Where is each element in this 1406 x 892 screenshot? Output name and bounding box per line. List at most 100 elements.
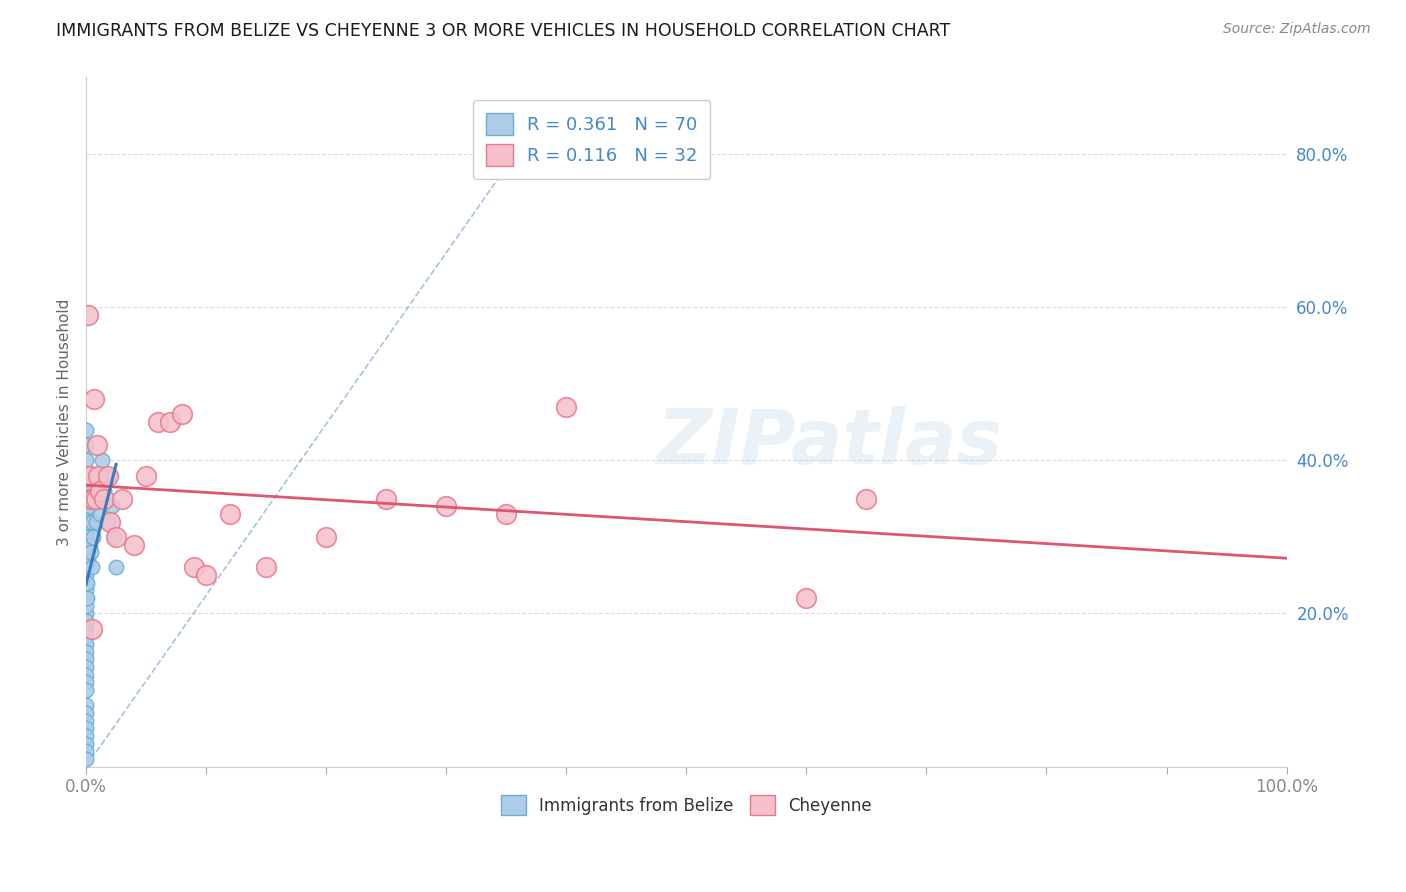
Point — [75, 583, 97, 598]
Point — [75, 660, 97, 674]
Point — [555, 400, 578, 414]
Point — [75, 453, 97, 467]
Point — [76, 575, 98, 590]
Point — [796, 591, 818, 606]
Point — [75, 500, 97, 514]
Point — [75, 423, 97, 437]
Text: IMMIGRANTS FROM BELIZE VS CHEYENNE 3 OR MORE VEHICLES IN HOUSEHOLD CORRELATION C: IMMIGRANTS FROM BELIZE VS CHEYENNE 3 OR … — [56, 22, 950, 40]
Point — [77, 308, 100, 322]
Point — [76, 591, 98, 606]
Point — [219, 507, 242, 521]
Point — [76, 560, 98, 574]
Point — [75, 729, 97, 743]
Point — [135, 468, 157, 483]
Point — [111, 491, 134, 506]
Point — [75, 752, 97, 766]
Point — [315, 530, 337, 544]
Point — [75, 629, 97, 643]
Point — [75, 483, 97, 498]
Point — [105, 530, 128, 544]
Point — [82, 530, 104, 544]
Point — [75, 438, 97, 452]
Point — [195, 568, 218, 582]
Point — [86, 438, 108, 452]
Point — [75, 599, 97, 613]
Point — [98, 515, 121, 529]
Point — [75, 721, 97, 735]
Point — [105, 560, 128, 574]
Point — [75, 607, 97, 621]
Point — [855, 491, 877, 506]
Y-axis label: 3 or more Vehicles in Household: 3 or more Vehicles in Household — [58, 298, 72, 546]
Point — [75, 637, 97, 651]
Point — [84, 515, 107, 529]
Point — [87, 468, 110, 483]
Point — [97, 468, 120, 483]
Point — [80, 491, 103, 506]
Point — [103, 530, 125, 544]
Point — [75, 560, 97, 574]
Point — [90, 453, 112, 467]
Point — [76, 491, 98, 506]
Point — [80, 622, 103, 636]
Point — [87, 468, 110, 483]
Point — [76, 468, 98, 483]
Point — [75, 706, 97, 720]
Point — [93, 483, 115, 498]
Point — [75, 530, 97, 544]
Point — [80, 491, 103, 506]
Text: ZIPatlas: ZIPatlas — [658, 406, 1004, 480]
Point — [75, 507, 97, 521]
Point — [80, 545, 103, 559]
Point — [76, 530, 98, 544]
Point — [80, 515, 103, 529]
Point — [75, 667, 97, 681]
Point — [75, 652, 97, 666]
Point — [77, 476, 100, 491]
Point — [146, 415, 169, 429]
Point — [75, 468, 97, 483]
Point — [122, 537, 145, 551]
Point — [83, 491, 105, 506]
Point — [75, 545, 97, 559]
Point — [76, 545, 98, 559]
Point — [79, 537, 101, 551]
Point — [98, 468, 121, 483]
Point — [159, 415, 181, 429]
Point — [183, 560, 205, 574]
Point — [101, 500, 124, 514]
Point — [495, 507, 517, 521]
Point — [75, 645, 97, 659]
Point — [75, 575, 97, 590]
Point — [80, 560, 103, 574]
Point — [75, 744, 97, 758]
Point — [75, 568, 97, 582]
Point — [75, 622, 97, 636]
Point — [75, 591, 97, 606]
Point — [172, 408, 194, 422]
Point — [89, 507, 111, 521]
Point — [89, 483, 111, 498]
Point — [254, 560, 277, 574]
Point — [76, 507, 98, 521]
Point — [79, 468, 101, 483]
Point — [75, 522, 97, 536]
Text: Source: ZipAtlas.com: Source: ZipAtlas.com — [1223, 22, 1371, 37]
Point — [75, 683, 97, 698]
Point — [93, 491, 115, 506]
Point — [434, 500, 457, 514]
Point — [83, 392, 105, 406]
Point — [375, 491, 398, 506]
Point — [75, 476, 97, 491]
Point — [84, 491, 107, 506]
Point — [75, 537, 97, 551]
Point — [75, 737, 97, 751]
Point — [82, 491, 104, 506]
Legend: Immigrants from Belize, Cheyenne: Immigrants from Belize, Cheyenne — [492, 787, 880, 823]
Point — [75, 614, 97, 628]
Point — [89, 491, 111, 506]
Point — [97, 515, 120, 529]
Point — [77, 553, 100, 567]
Point — [75, 491, 97, 506]
Point — [79, 500, 101, 514]
